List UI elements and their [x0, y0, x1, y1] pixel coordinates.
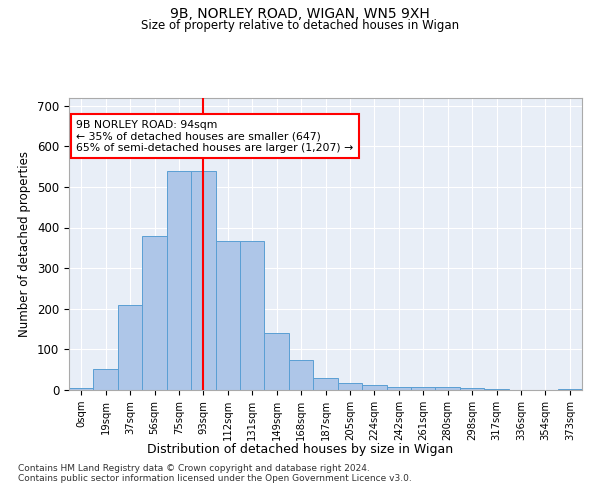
Bar	[386, 387, 411, 390]
Bar	[142, 236, 167, 390]
Bar	[557, 389, 582, 390]
Text: Contains public sector information licensed under the Open Government Licence v3: Contains public sector information licen…	[18, 474, 412, 483]
Bar	[191, 170, 215, 390]
Bar	[94, 369, 118, 390]
Bar	[289, 360, 313, 390]
Bar	[118, 304, 142, 390]
Text: 9B NORLEY ROAD: 94sqm
← 35% of detached houses are smaller (647)
65% of semi-det: 9B NORLEY ROAD: 94sqm ← 35% of detached …	[76, 120, 353, 153]
Bar	[240, 240, 265, 390]
Text: Distribution of detached houses by size in Wigan: Distribution of detached houses by size …	[147, 442, 453, 456]
Text: Contains HM Land Registry data © Crown copyright and database right 2024.: Contains HM Land Registry data © Crown c…	[18, 464, 370, 473]
Bar	[460, 388, 484, 390]
Bar	[338, 383, 362, 390]
Bar	[362, 385, 386, 390]
Text: Size of property relative to detached houses in Wigan: Size of property relative to detached ho…	[141, 18, 459, 32]
Y-axis label: Number of detached properties: Number of detached properties	[19, 151, 31, 337]
Text: 9B, NORLEY ROAD, WIGAN, WN5 9XH: 9B, NORLEY ROAD, WIGAN, WN5 9XH	[170, 8, 430, 22]
Bar	[436, 387, 460, 390]
Bar	[411, 387, 436, 390]
Bar	[69, 388, 94, 390]
Bar	[167, 170, 191, 390]
Bar	[215, 240, 240, 390]
Bar	[265, 333, 289, 390]
Bar	[484, 389, 509, 390]
Bar	[313, 378, 338, 390]
